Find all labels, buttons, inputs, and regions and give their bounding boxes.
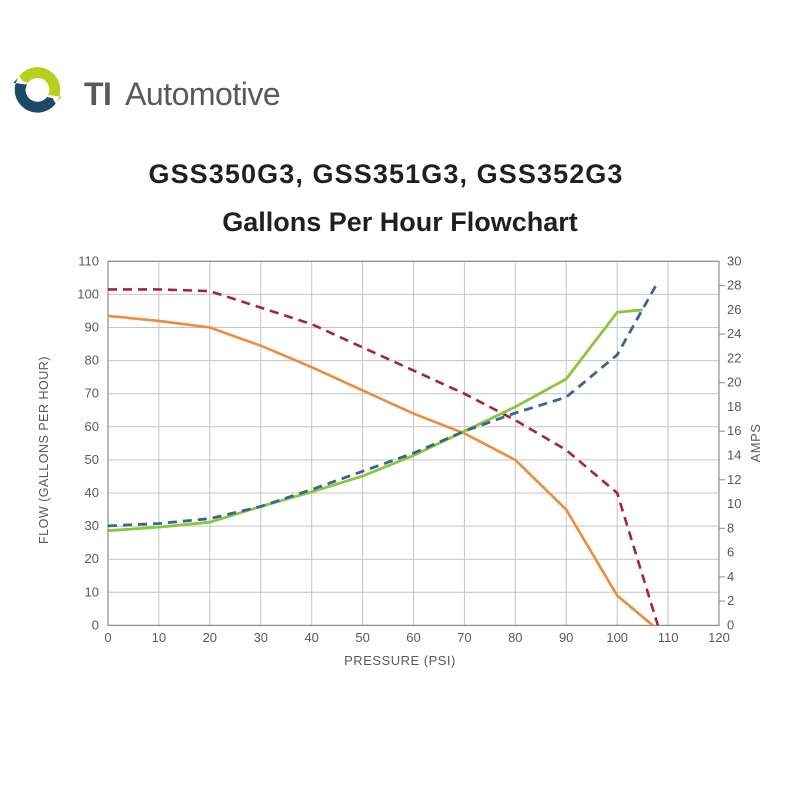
svg-text:PRESSURE (PSI): PRESSURE (PSI) bbox=[344, 653, 456, 668]
svg-text:110: 110 bbox=[658, 630, 679, 645]
svg-text:20: 20 bbox=[203, 630, 217, 645]
svg-text:30: 30 bbox=[727, 253, 741, 268]
svg-text:90: 90 bbox=[85, 320, 99, 335]
svg-text:110: 110 bbox=[78, 253, 99, 268]
svg-text:20: 20 bbox=[85, 551, 99, 566]
svg-text:40: 40 bbox=[304, 630, 318, 645]
svg-text:60: 60 bbox=[85, 419, 99, 434]
svg-text:2: 2 bbox=[727, 593, 734, 608]
svg-text:20: 20 bbox=[727, 375, 741, 390]
svg-text:10: 10 bbox=[152, 630, 166, 645]
svg-text:80: 80 bbox=[85, 353, 99, 368]
svg-text:0: 0 bbox=[92, 617, 99, 632]
svg-text:90: 90 bbox=[559, 630, 573, 645]
svg-text:30: 30 bbox=[254, 630, 268, 645]
svg-text:100: 100 bbox=[77, 286, 99, 301]
svg-text:12: 12 bbox=[727, 472, 741, 487]
svg-text:40: 40 bbox=[85, 485, 99, 500]
svg-text:22: 22 bbox=[727, 350, 741, 365]
svg-text:AMPS: AMPS bbox=[748, 424, 763, 463]
svg-text:10: 10 bbox=[727, 496, 741, 511]
svg-text:14: 14 bbox=[727, 448, 741, 463]
svg-text:FLOW (GALLONS PER HOUR): FLOW (GALLONS PER HOUR) bbox=[37, 356, 51, 544]
svg-text:28: 28 bbox=[727, 278, 741, 293]
svg-text:70: 70 bbox=[85, 386, 99, 401]
svg-text:24: 24 bbox=[727, 326, 741, 341]
svg-text:120: 120 bbox=[708, 630, 730, 645]
svg-text:16: 16 bbox=[727, 423, 741, 438]
svg-text:60: 60 bbox=[406, 630, 420, 645]
svg-text:80: 80 bbox=[508, 630, 522, 645]
svg-text:10: 10 bbox=[85, 584, 99, 599]
svg-text:70: 70 bbox=[457, 630, 471, 645]
svg-text:8: 8 bbox=[727, 520, 734, 535]
svg-text:100: 100 bbox=[606, 630, 628, 645]
svg-text:50: 50 bbox=[85, 452, 99, 467]
svg-text:6: 6 bbox=[727, 545, 734, 560]
svg-text:50: 50 bbox=[355, 630, 369, 645]
svg-text:4: 4 bbox=[727, 569, 734, 584]
svg-text:0: 0 bbox=[104, 630, 111, 645]
svg-text:26: 26 bbox=[727, 302, 741, 317]
svg-text:30: 30 bbox=[85, 518, 99, 533]
svg-text:18: 18 bbox=[727, 399, 741, 414]
